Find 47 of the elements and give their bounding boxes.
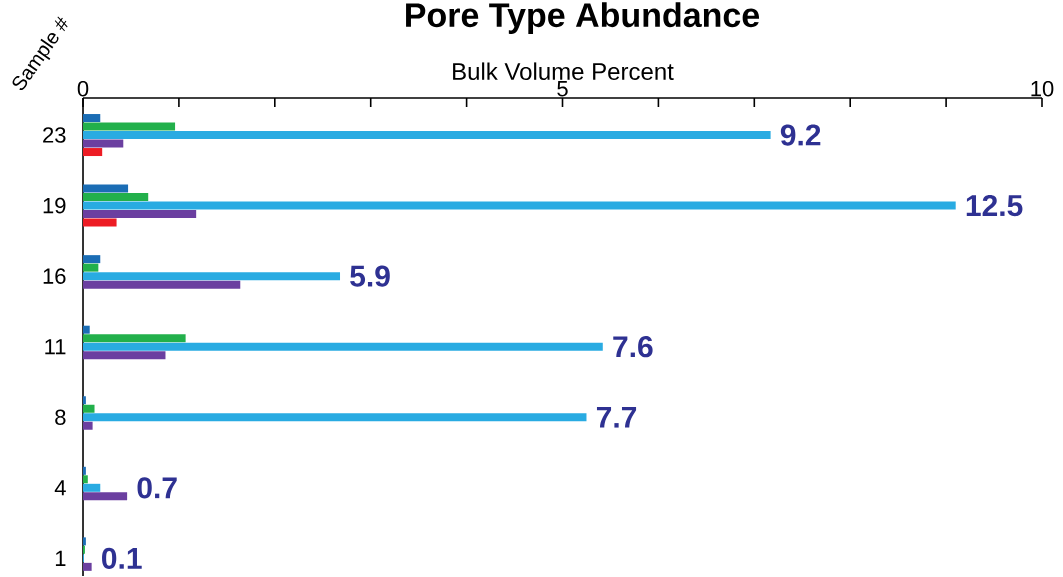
bar xyxy=(83,351,166,360)
x-tick-label: 5 xyxy=(557,81,568,97)
y-tick-label: 4 xyxy=(54,480,66,496)
bar xyxy=(83,483,101,492)
bar xyxy=(83,492,128,501)
bar xyxy=(83,184,129,193)
y-tick-label: 11 xyxy=(45,339,66,355)
bar xyxy=(83,218,117,227)
chart-title: Pore Type Abundance xyxy=(406,2,760,34)
x-tick-label: 10 xyxy=(1031,80,1054,97)
y-tick-label: 16 xyxy=(43,268,66,285)
bar xyxy=(83,210,197,219)
annotation: 7.7 xyxy=(596,407,637,428)
annotation: 0.7 xyxy=(137,477,177,499)
y-tick-label: 19 xyxy=(43,197,66,214)
bar xyxy=(83,201,956,210)
annotation: 9.2 xyxy=(780,124,821,146)
bar xyxy=(83,404,95,413)
annotation: 0.1 xyxy=(102,547,142,570)
bar xyxy=(83,148,103,157)
bar xyxy=(83,334,186,343)
annotation: 12.5 xyxy=(966,195,1023,217)
bar xyxy=(83,193,149,202)
bar xyxy=(83,122,176,131)
bar xyxy=(83,421,93,430)
y-tick-label: 8 xyxy=(55,409,66,426)
annotation: 7.6 xyxy=(613,336,653,358)
x-axis-title: Bulk Volume Percent xyxy=(453,62,674,81)
bar xyxy=(83,131,771,140)
bar xyxy=(83,280,241,289)
bar xyxy=(83,537,86,546)
bar xyxy=(83,466,86,475)
bar xyxy=(83,396,86,405)
bar xyxy=(83,272,341,281)
x-tick-label: 0 xyxy=(77,80,89,97)
bar xyxy=(83,342,603,351)
bar xyxy=(83,263,99,272)
bar xyxy=(83,562,92,571)
y-tick-label: 1 xyxy=(55,550,66,567)
bar xyxy=(83,325,90,334)
annotation: 5.9 xyxy=(350,265,390,287)
bar xyxy=(83,255,101,264)
y-tick-label: 23 xyxy=(43,127,66,143)
bar xyxy=(83,114,101,123)
bar xyxy=(83,139,124,148)
bar xyxy=(83,413,587,422)
bar xyxy=(83,475,88,484)
